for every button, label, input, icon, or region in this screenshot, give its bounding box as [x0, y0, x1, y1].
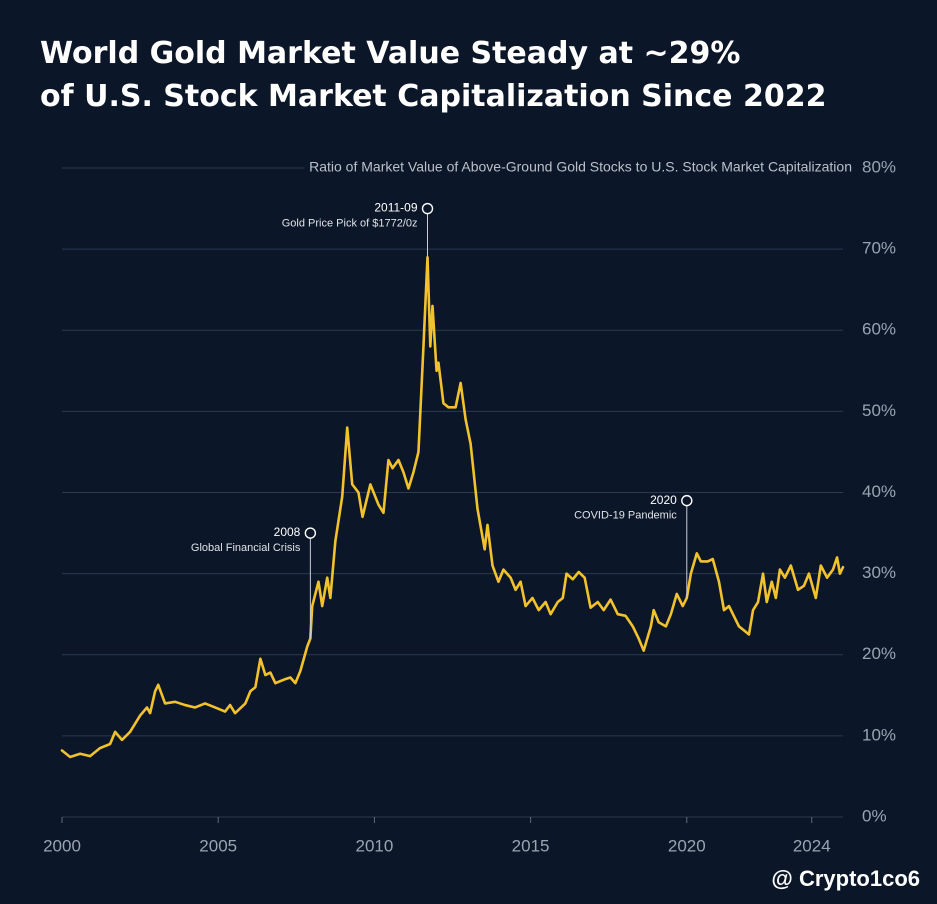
y-tick-label: 30%: [862, 563, 896, 582]
chart-title: World Gold Market Value Steady at ~29%: [40, 36, 740, 71]
y-tick-label: 70%: [862, 239, 896, 258]
annotation-text: Gold Price Pick of $1772/0z: [282, 217, 418, 229]
annotation-marker: [304, 527, 317, 539]
x-tick-label: 2005: [199, 836, 237, 855]
annotation-text: COVID-19 Pandemic: [574, 510, 677, 522]
x-tick-label: 2020: [668, 836, 706, 855]
x-tick-label: 2010: [355, 836, 393, 855]
y-tick-label: 0%: [862, 806, 887, 825]
y-tick-label: 10%: [862, 725, 896, 744]
plot: [60, 202, 845, 759]
x-tick-label: 2000: [43, 836, 81, 855]
x-tick-label: 2015: [512, 836, 550, 855]
data-line: [60, 255, 845, 759]
annotation-marker: [681, 494, 693, 507]
y-tick-label: 40%: [862, 482, 896, 501]
annotation-text: Global Financial Crisis: [191, 542, 301, 554]
grid: [61, 167, 843, 823]
annotation-label: 2011-09: [374, 201, 417, 215]
y-tick-label: 60%: [862, 320, 896, 339]
y-tick-label: 20%: [862, 644, 896, 663]
y-tick-label: 50%: [862, 401, 896, 420]
annotation-label: 2020: [650, 493, 677, 507]
y-tick-label: 80%: [862, 157, 896, 176]
annotation-label: 2008: [274, 525, 301, 539]
watermark: @ Crypto1co6: [771, 866, 920, 891]
subtitle: Ratio of Market Value of Above-Ground Go…: [309, 159, 852, 175]
chart-title: of U.S. Stock Market Capitalization Sinc…: [40, 79, 826, 114]
annotation-marker: [421, 202, 434, 215]
x-tick-label: 2024: [793, 836, 831, 855]
